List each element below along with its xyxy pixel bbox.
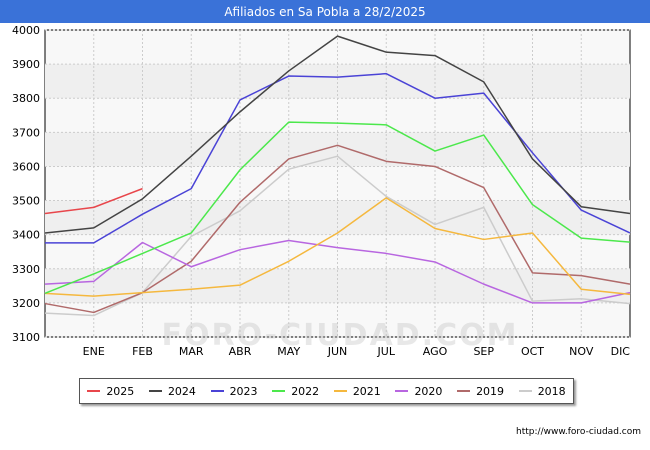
y-tick-label: 3300 bbox=[12, 263, 40, 276]
x-tick-label: JUN bbox=[327, 345, 348, 358]
x-tick-label: JUL bbox=[377, 345, 396, 358]
legend-swatch bbox=[148, 390, 162, 392]
legend-label: 2023 bbox=[229, 384, 258, 398]
legend-item-2023: 2023 bbox=[210, 384, 258, 398]
x-tick-label: MAR bbox=[179, 345, 204, 358]
legend-swatch bbox=[272, 390, 286, 392]
series-line-2020 bbox=[44, 239, 631, 304]
legend-swatch bbox=[457, 390, 471, 392]
y-tick-label: 3600 bbox=[12, 160, 40, 173]
legend-item-2024: 2024 bbox=[148, 384, 196, 398]
grid-band bbox=[45, 132, 630, 167]
source-link[interactable]: http://www.foro-ciudad.com bbox=[516, 427, 641, 437]
y-tick-label: 3800 bbox=[12, 92, 40, 105]
legend-label: 2019 bbox=[476, 384, 505, 398]
legend-item-2025: 2025 bbox=[87, 385, 134, 398]
series-line-2021 bbox=[44, 197, 631, 297]
chart-title: Afiliados en Sa Pobla a 28/2/2025 bbox=[0, 0, 650, 23]
y-tick-label: 3200 bbox=[12, 297, 40, 310]
legend-label: 2025 bbox=[106, 384, 135, 398]
legend-swatch bbox=[518, 390, 532, 392]
x-tick-label: OCT bbox=[521, 345, 544, 358]
legend-swatch bbox=[210, 390, 224, 392]
legend-item-2019: 2019 bbox=[457, 385, 504, 398]
y-tick-label: 3900 bbox=[12, 58, 40, 71]
x-tick-label: MAY bbox=[277, 345, 300, 358]
series-line-2024 bbox=[44, 35, 631, 234]
legend-swatch bbox=[87, 390, 101, 392]
grid-band bbox=[45, 200, 630, 235]
grid-band bbox=[45, 64, 630, 99]
series-line-2023 bbox=[45, 72, 631, 244]
legend-item-2021: 2021 bbox=[333, 384, 381, 398]
legend-item-2020: 2020 bbox=[395, 385, 442, 398]
legend: 2025 2024 2023 2022 2021 2020 2019 2018 bbox=[79, 378, 574, 404]
y-tick-label: 4000 bbox=[12, 24, 40, 37]
watermark: FORO-CIUDAD.COM bbox=[161, 318, 519, 353]
x-tick-label: DIC bbox=[611, 345, 631, 358]
x-tick-label: ENE bbox=[83, 345, 105, 358]
series-line-2025 bbox=[44, 187, 143, 215]
legend-item-2022: 2022 bbox=[272, 385, 319, 398]
y-tick-label: 3500 bbox=[12, 195, 40, 208]
legend-label: 2018 bbox=[537, 384, 566, 398]
legend-swatch bbox=[395, 390, 409, 392]
x-tick-label: FEB bbox=[132, 345, 153, 358]
legend-label: 2022 bbox=[291, 384, 320, 398]
legend-label: 2021 bbox=[352, 384, 381, 398]
y-tick-label: 3100 bbox=[12, 331, 40, 344]
legend-label: 2024 bbox=[167, 384, 196, 398]
series-line-2022 bbox=[44, 121, 631, 295]
x-tick-label: NOV bbox=[569, 345, 594, 358]
legend-item-2018: 2018 bbox=[518, 384, 566, 398]
legend-swatch bbox=[333, 390, 347, 392]
y-tick-label: 3400 bbox=[12, 229, 40, 242]
y-tick-label: 3700 bbox=[12, 126, 40, 139]
legend-label: 2020 bbox=[414, 384, 443, 398]
x-tick-label: ABR bbox=[229, 345, 252, 358]
x-tick-label: SEP bbox=[473, 345, 494, 358]
x-tick-label: AGO bbox=[423, 345, 448, 358]
